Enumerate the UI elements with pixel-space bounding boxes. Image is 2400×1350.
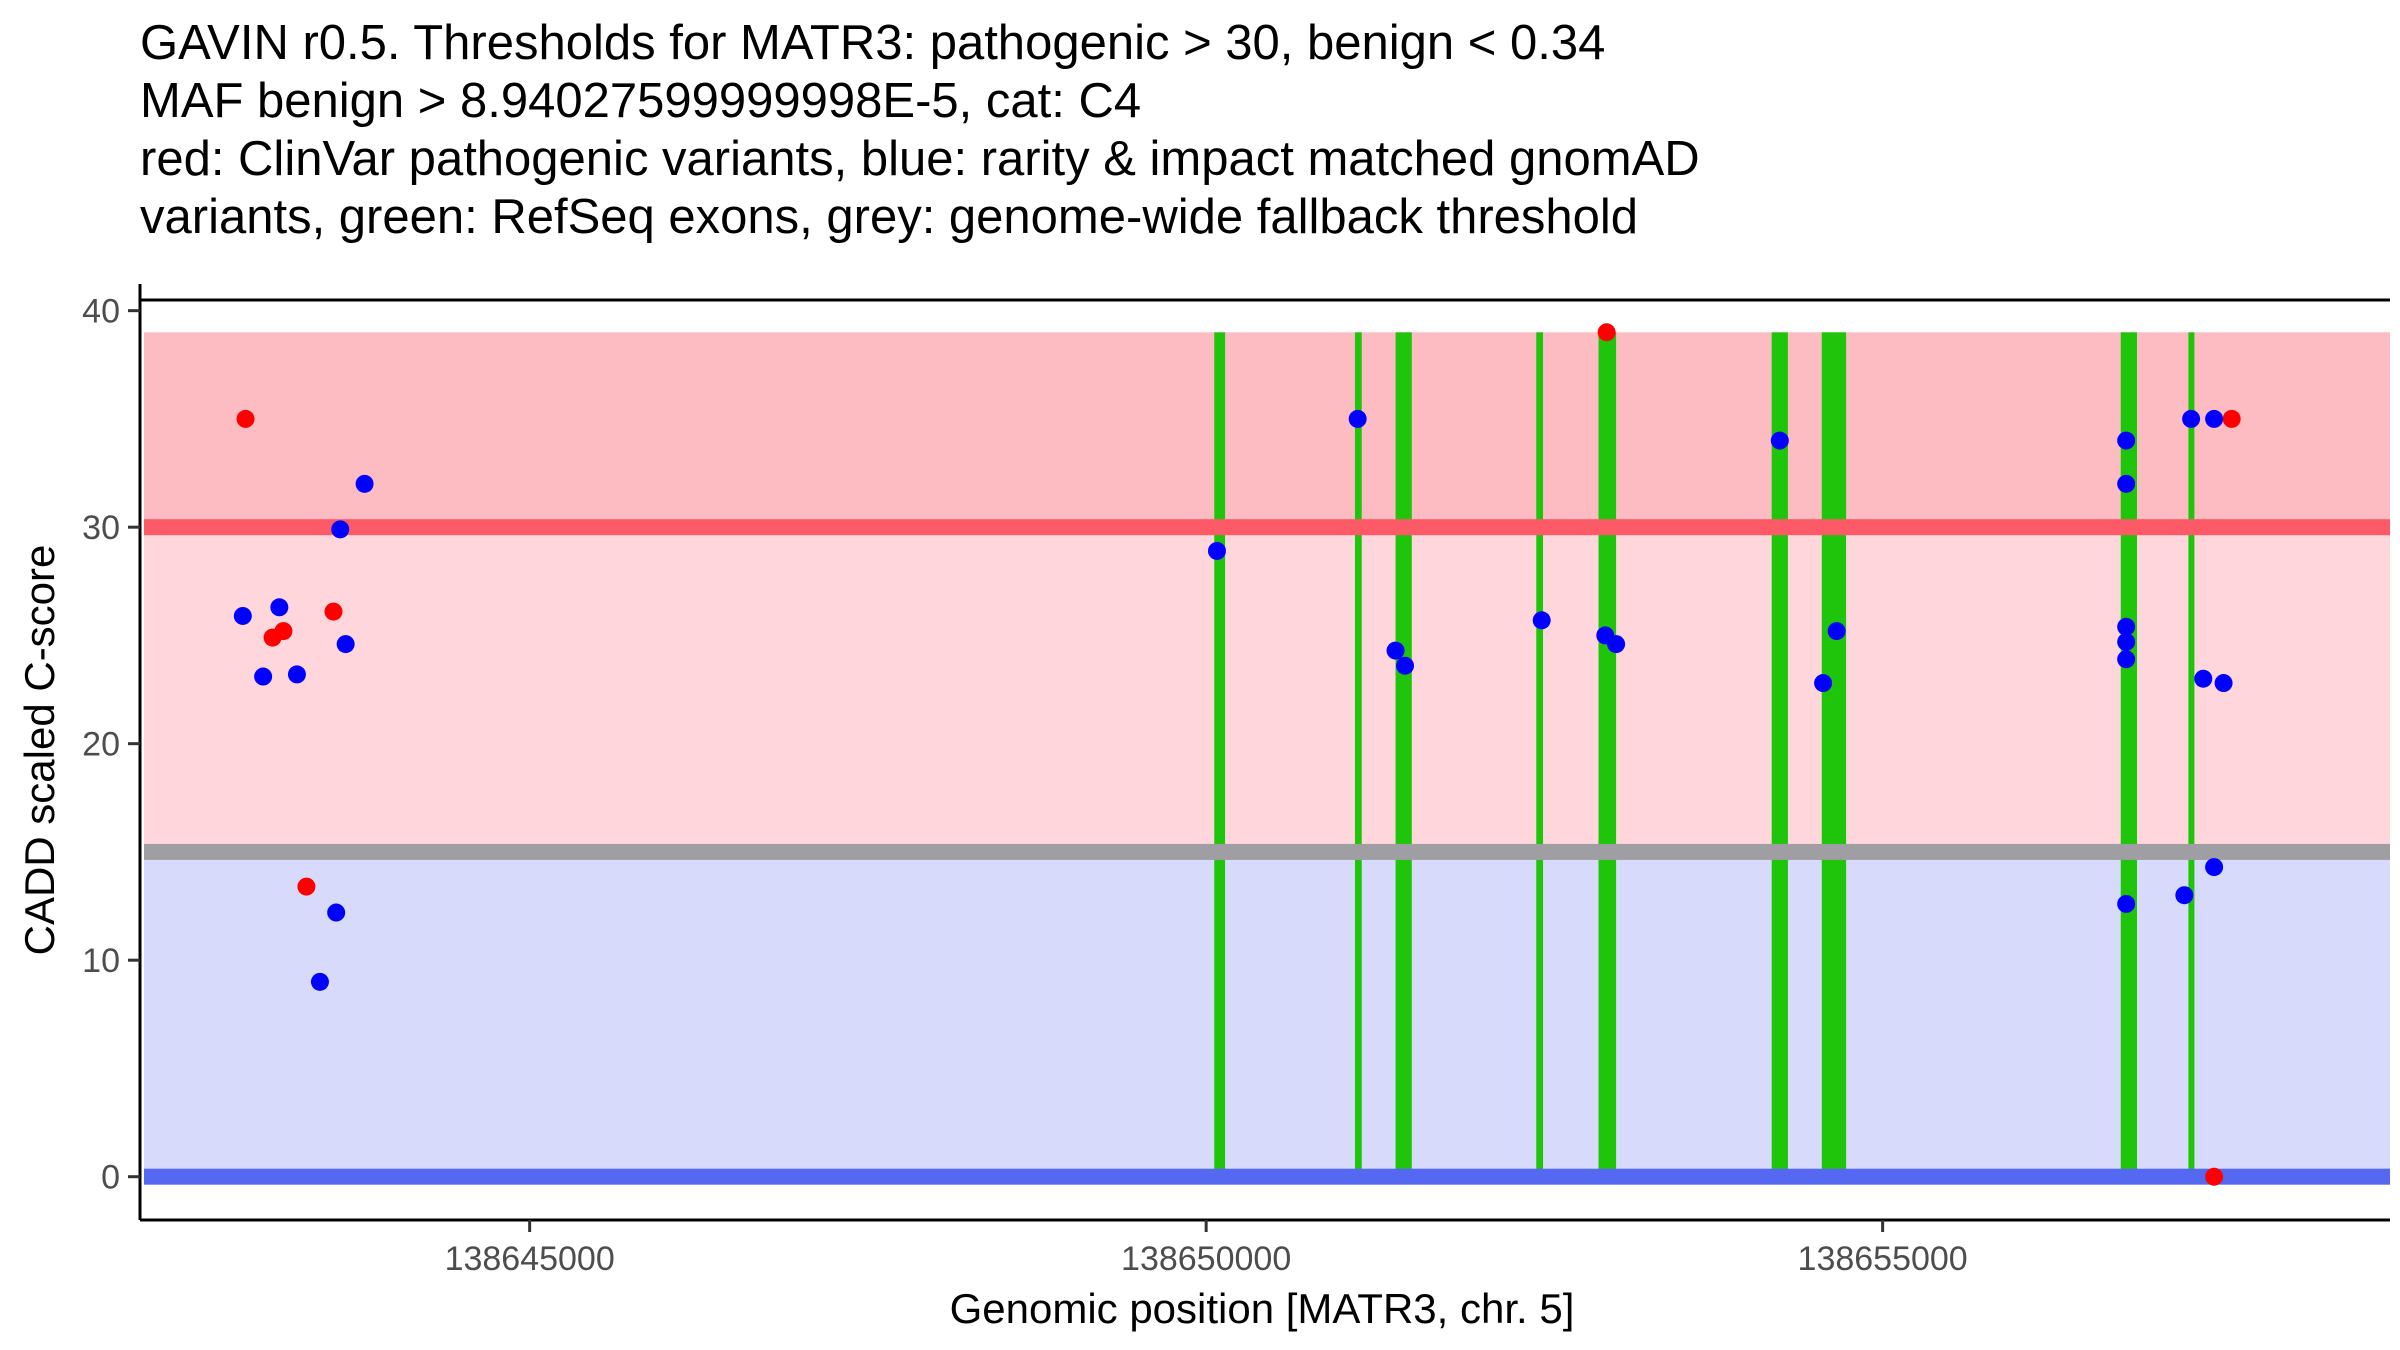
gnomad-point-9 xyxy=(310,972,329,991)
gnomad-point-26 xyxy=(2182,409,2201,428)
y-axis-label: CADD scaled C-score xyxy=(16,545,63,956)
exon-bar-3 xyxy=(1395,332,1412,1177)
axes xyxy=(138,284,2390,1222)
gnomad-point-13 xyxy=(1396,656,1415,675)
x-axis-label: Genomic position [MATR3, chr. 5] xyxy=(950,1285,1575,1332)
y-ticks: 0 10 20 30 40 xyxy=(82,293,140,1197)
exon-bar-9 xyxy=(2188,332,2195,1177)
clinvar-point-4 xyxy=(324,602,343,621)
threshold-lines xyxy=(144,519,2390,1185)
exon-bar-5 xyxy=(1598,332,1617,1177)
exon-bar-8 xyxy=(2120,332,2137,1177)
gnomad-point-4 xyxy=(287,665,306,684)
gnomad-point-6 xyxy=(336,635,355,654)
clinvar-point-8 xyxy=(2205,1167,2224,1186)
gnomad-point-22 xyxy=(2117,617,2136,636)
gnomad-point-21 xyxy=(2117,474,2136,493)
y-tick-label-3: 20 xyxy=(82,726,120,764)
gnomad-point-12 xyxy=(1386,641,1405,660)
threshold-line-fallback xyxy=(144,843,2390,860)
y-tick-label-5: 40 xyxy=(82,293,120,331)
chart-title: GAVIN r0.5. Thresholds for MATR3: pathog… xyxy=(140,14,2340,246)
gnomad-point-25 xyxy=(2117,894,2136,913)
threshold-bands xyxy=(144,332,2390,1177)
title-line-3: red: ClinVar pathogenic variants, blue: … xyxy=(140,132,1700,186)
gnomad-point-10 xyxy=(1207,541,1226,560)
clinvar-point-3 xyxy=(274,622,293,641)
series-gnomad xyxy=(233,409,2233,991)
gnomad-point-16 xyxy=(1607,635,1626,654)
x-tick-label-1: 138645000 xyxy=(445,1240,615,1278)
band-benign xyxy=(144,851,2390,1177)
gnomad-point-11 xyxy=(1348,409,1367,428)
threshold-line-benign xyxy=(144,1168,2390,1185)
y-tick-label-1: 0 xyxy=(101,1159,120,1197)
y-tick-label-4: 30 xyxy=(82,509,120,547)
band-intermediate xyxy=(144,527,2390,852)
gnomad-point-18 xyxy=(1814,674,1833,693)
gnomad-point-1 xyxy=(233,606,252,625)
gnomad-point-28 xyxy=(2194,669,2213,688)
gnomad-point-23 xyxy=(2117,632,2136,651)
clinvar-point-1 xyxy=(236,409,255,428)
gnomad-point-7 xyxy=(355,474,374,493)
title-line-2: MAF benign > 8.94027599999998E-5, cat: C… xyxy=(140,74,1142,128)
exon-bar-6 xyxy=(1771,332,1788,1177)
gnomad-point-14 xyxy=(1532,611,1551,630)
gnomad-point-30 xyxy=(2175,886,2194,905)
x-tick-label-3: 138655000 xyxy=(1798,1240,1968,1278)
gnomad-point-20 xyxy=(2117,431,2136,450)
gnomad-point-29 xyxy=(2214,674,2233,693)
gnomad-point-5 xyxy=(331,520,350,539)
band-pathogenic xyxy=(144,332,2390,528)
title-line-1: GAVIN r0.5. Thresholds for MATR3: pathog… xyxy=(140,16,1606,70)
gnomad-point-31 xyxy=(2205,858,2224,877)
clinvar-point-7 xyxy=(2222,409,2241,428)
exon-bars xyxy=(1214,332,2195,1177)
title-line-4: variants, green: RefSeq exons, grey: gen… xyxy=(140,190,1639,244)
variant-points xyxy=(233,323,2241,1186)
gnomad-point-24 xyxy=(2117,650,2136,669)
gnomad-point-27 xyxy=(2205,409,2224,428)
threshold-line-pathogenic xyxy=(144,519,2390,536)
series-clinvar xyxy=(236,323,2241,1186)
exon-bar-1 xyxy=(1214,332,1226,1177)
x-ticks: 138645000 138650000 138655000 xyxy=(445,1220,1968,1278)
gnomad-point-17 xyxy=(1770,431,1789,450)
exon-bar-7 xyxy=(1821,332,1847,1177)
gnomad-point-19 xyxy=(1827,622,1846,641)
x-tick-label-2: 138650000 xyxy=(1121,1240,1291,1278)
clinvar-point-5 xyxy=(297,877,316,896)
gnomad-point-2 xyxy=(254,667,273,686)
y-tick-label-2: 10 xyxy=(82,942,120,980)
gnomad-point-3 xyxy=(270,598,289,617)
exon-bar-2 xyxy=(1354,332,1362,1177)
exon-bar-4 xyxy=(1536,332,1544,1177)
gnomad-point-8 xyxy=(327,903,346,922)
clinvar-point-6 xyxy=(1597,323,1616,342)
